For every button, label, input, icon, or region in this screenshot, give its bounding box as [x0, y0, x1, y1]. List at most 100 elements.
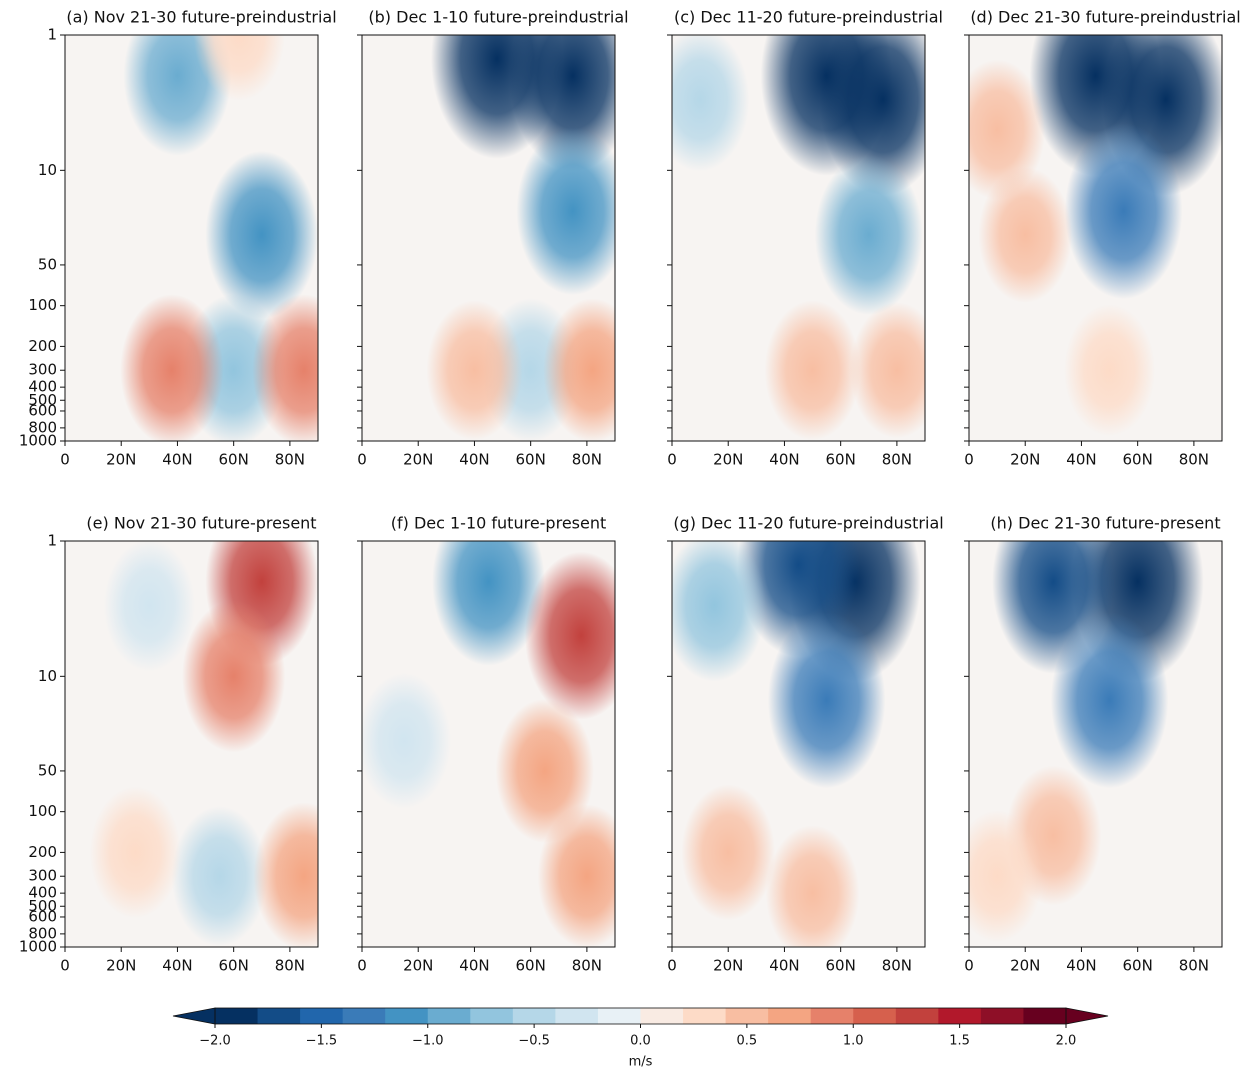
panel-title: (b) Dec 1-10 future-preindustrial — [368, 8, 628, 27]
color-level — [257, 1008, 301, 1024]
x-tick-label: 80N — [572, 957, 602, 975]
anomaly — [978, 166, 1073, 303]
panel-title: (g) Dec 11-20 future-preindustrial — [673, 514, 943, 533]
color-level — [215, 1008, 259, 1024]
color-level — [470, 1008, 514, 1024]
anomaly — [524, 551, 615, 720]
y-tick-label: 200 — [28, 337, 57, 355]
x-tick-label: 60N — [516, 451, 546, 469]
y-tick-label: 800 — [28, 418, 57, 436]
y-tick-label: 400 — [28, 378, 57, 396]
y-tick-label: 1000 — [19, 432, 57, 450]
x-tick-label: 20N — [106, 957, 136, 975]
color-level — [683, 1008, 727, 1024]
y-tick-label: 1 — [47, 532, 57, 550]
x-tick-label: 80N — [882, 957, 912, 975]
anomaly — [516, 127, 615, 296]
field — [120, 35, 318, 441]
x-tick-label: 80N — [882, 451, 912, 469]
anomaly — [362, 672, 451, 809]
anomaly — [205, 150, 318, 319]
field — [426, 35, 615, 441]
color-level — [597, 1008, 641, 1024]
x-tick-label: 0 — [964, 451, 974, 469]
x-tick-label: 60N — [516, 957, 546, 975]
panel: (a) Nov 21-30 future-preindustrial 1 10 50 1… — [19, 8, 337, 469]
color-level — [512, 1008, 556, 1024]
anomaly — [252, 294, 318, 441]
anomaly — [89, 786, 181, 919]
extend-low — [172, 1007, 216, 1025]
field — [969, 35, 1222, 437]
x-tick-label: 60N — [219, 957, 249, 975]
field — [672, 541, 921, 947]
x-tick-label: 40N — [459, 957, 489, 975]
y-tick-label: 1000 — [19, 938, 57, 956]
panel-title: (h) Dec 21-30 future-present — [990, 514, 1220, 533]
axes-frame — [361, 540, 616, 948]
x-tick-label: 40N — [769, 957, 799, 975]
axes-frame — [968, 540, 1223, 948]
x-tick-label: 80N — [572, 451, 602, 469]
anomaly — [1063, 304, 1156, 437]
anomaly — [253, 802, 318, 947]
colorbar-tick-label: 0.0 — [630, 1034, 651, 1049]
colorbar-tick-label: −1.5 — [306, 1034, 338, 1049]
panel-title: (e) Nov 21-30 future-present — [86, 514, 316, 533]
x-tick-label: 20N — [106, 451, 136, 469]
x-tick-label: 0 — [357, 957, 367, 975]
anomaly — [426, 300, 523, 441]
y-tick-label: 50 — [38, 761, 57, 779]
y-tick-label: 300 — [28, 867, 57, 885]
x-tick-label: 60N — [1123, 957, 1153, 975]
x-tick-label: 80N — [275, 451, 305, 469]
x-tick-label: 60N — [826, 451, 856, 469]
colorbar-tick-label: −2.0 — [199, 1034, 231, 1049]
anomaly — [120, 294, 224, 441]
anomaly — [969, 59, 1046, 200]
axes-frame — [64, 34, 319, 442]
anomaly — [672, 541, 766, 682]
panel: (e) Nov 21-30 future-present 1 10 50 100 200 3… — [19, 514, 319, 975]
anomaly — [193, 35, 285, 101]
x-tick-label: 80N — [1179, 451, 1209, 469]
anomaly — [672, 35, 750, 172]
anomaly — [814, 154, 923, 315]
anomaly — [850, 302, 925, 439]
color-level — [853, 1008, 897, 1024]
x-tick-label: 60N — [219, 451, 249, 469]
color-level — [980, 1008, 1024, 1024]
x-tick-label: 20N — [403, 451, 433, 469]
x-tick-label: 20N — [713, 451, 743, 469]
x-tick-label: 40N — [162, 451, 192, 469]
colorbar-label: m/s — [629, 1055, 653, 1070]
color-level — [768, 1008, 812, 1024]
x-tick-label: 80N — [1179, 957, 1209, 975]
x-tick-label: 0 — [964, 957, 974, 975]
axes-frame — [361, 34, 616, 442]
color-level — [895, 1008, 939, 1024]
color-level — [300, 1008, 344, 1024]
panel-title: (f) Dec 1-10 future-present — [391, 514, 607, 533]
anomaly — [543, 298, 615, 441]
anomaly — [767, 612, 886, 789]
x-tick-label: 40N — [459, 451, 489, 469]
y-tick-label: 1 — [47, 26, 57, 44]
axes-frame — [671, 540, 926, 948]
x-tick-label: 60N — [826, 957, 856, 975]
axes-frame — [671, 34, 926, 442]
color-level — [725, 1008, 769, 1024]
x-tick-label: 40N — [1066, 451, 1096, 469]
panel: (h) Dec 21-30 future-present 0 20N 40N 60N 80… — [964, 514, 1223, 975]
x-tick-label: 40N — [162, 957, 192, 975]
x-tick-label: 20N — [713, 957, 743, 975]
anomaly — [103, 541, 195, 672]
axes-frame — [64, 540, 319, 948]
x-tick-label: 60N — [1123, 451, 1153, 469]
colorbar-tick-label: 0.5 — [737, 1034, 758, 1049]
field — [89, 541, 318, 947]
colorbar-tick-label: 2.0 — [1056, 1034, 1077, 1049]
x-tick-label: 20N — [403, 957, 433, 975]
anomaly — [171, 806, 268, 947]
anomaly — [819, 35, 925, 196]
